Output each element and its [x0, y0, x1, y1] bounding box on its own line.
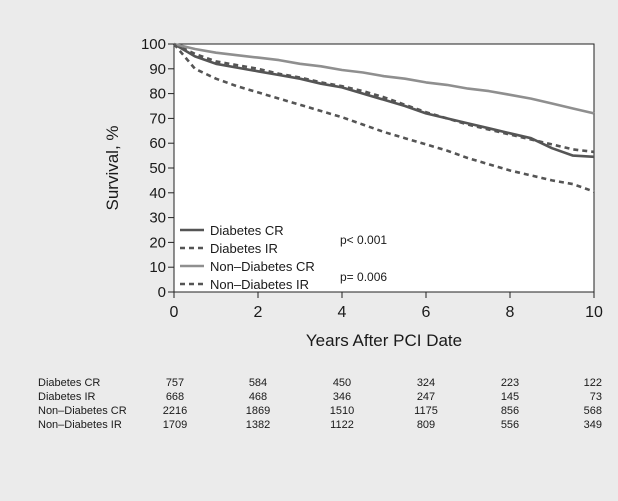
risk-count: 1709: [163, 419, 187, 431]
risk-count: 450: [333, 377, 351, 389]
risk-count: 349: [584, 419, 602, 431]
x-tick-label: 4: [338, 304, 347, 321]
risk-count: 556: [501, 419, 519, 431]
risk-count: 757: [166, 377, 184, 389]
y-tick-label: 40: [149, 185, 166, 202]
p-value-annotation: p= 0.006: [340, 270, 387, 284]
risk-row-label: Non–Diabetes CR: [38, 405, 127, 417]
x-axis-title: Years After PCI Date: [306, 331, 462, 350]
y-tick-label: 20: [149, 234, 166, 251]
risk-count: 145: [501, 391, 519, 403]
x-tick-label: 6: [422, 304, 431, 321]
legend-label: Diabetes CR: [210, 223, 284, 238]
risk-count: 1869: [246, 405, 270, 417]
y-axis-title: Survival, %: [103, 125, 122, 210]
y-tick-label: 90: [149, 61, 166, 78]
y-tick-label: 10: [149, 259, 166, 276]
p-value-annotation: p< 0.001: [340, 233, 387, 247]
series-line-2: [173, 42, 595, 154]
risk-count: 809: [417, 419, 435, 431]
risk-count: 568: [584, 405, 602, 417]
x-tick-label: 8: [506, 304, 515, 321]
x-tick-label: 2: [254, 304, 263, 321]
series-line-3: [173, 42, 595, 115]
risk-count: 1175: [414, 405, 438, 417]
risk-row-label: Diabetes IR: [38, 391, 96, 403]
plot-frame: [173, 43, 595, 293]
y-tick-label: 100: [141, 36, 166, 53]
risk-count: 668: [166, 391, 184, 403]
risk-count: 2216: [163, 405, 187, 417]
legend-label: Diabetes IR: [210, 241, 278, 256]
legend-label: Non–Diabetes IR: [210, 277, 309, 292]
risk-count: 223: [501, 377, 519, 389]
legend: Diabetes CR Diabetes IR Non–Diabetes CR Non…: [180, 223, 315, 292]
risk-count: 1510: [330, 405, 354, 417]
risk-count: 324: [417, 377, 435, 389]
risk-table: Diabetes CR 757 584 450 324 223 122 Diabetes IR…: [38, 377, 602, 431]
risk-count: 346: [333, 391, 351, 403]
risk-count: 122: [584, 377, 602, 389]
risk-row-label: Non–Diabetes IR: [38, 419, 122, 431]
y-tick-label: 0: [158, 284, 166, 301]
risk-count: 1122: [330, 419, 354, 431]
x-tick-label: 0: [170, 304, 179, 321]
x-tick-label: 10: [585, 304, 603, 321]
risk-count: 584: [249, 377, 267, 389]
y-tick-label: 80: [149, 86, 166, 103]
risk-count: 247: [417, 391, 435, 403]
y-tick-label: 30: [149, 210, 166, 227]
y-tick-label: 70: [149, 110, 166, 127]
risk-row-label: Diabetes CR: [38, 377, 100, 389]
series-line-4: [173, 43, 595, 193]
risk-count: 1382: [246, 419, 270, 431]
y-tick-label: 60: [149, 135, 166, 152]
y-tick-label: 50: [149, 160, 166, 177]
risk-count: 468: [249, 391, 267, 403]
annotations: p< 0.001 p= 0.006: [340, 233, 387, 284]
series-layer: [173, 42, 595, 193]
plot-area: [173, 43, 595, 293]
legend-label: Non–Diabetes CR: [210, 259, 315, 274]
risk-count: 856: [501, 405, 519, 417]
risk-count: 73: [590, 391, 602, 403]
